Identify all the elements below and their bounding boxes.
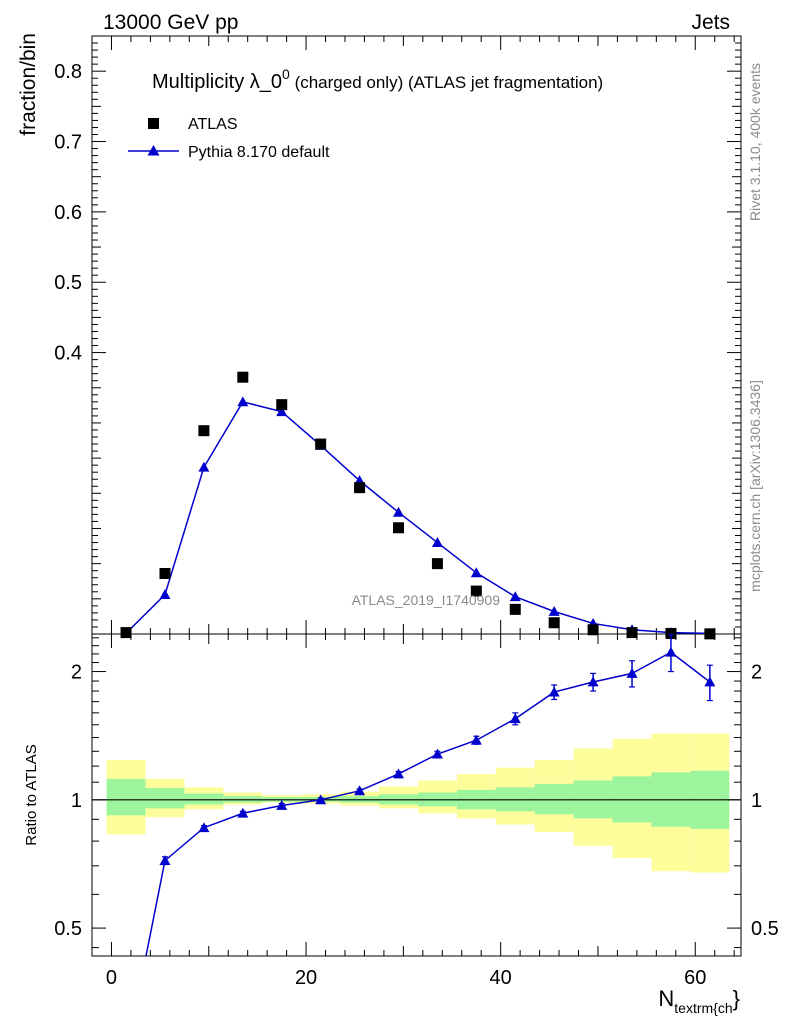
ratio-point (431, 748, 443, 759)
header-right: Jets (691, 11, 730, 34)
ratio-point (237, 807, 249, 818)
ratio-plot-frame (91, 633, 742, 957)
ratio-point (392, 768, 404, 779)
mcplots-label: mcplots.cern.ch [arXiv:1306.3436] (747, 380, 763, 592)
stat-band-bin (106, 778, 146, 816)
legend-pythia-marker (147, 145, 160, 156)
pythia-point (548, 605, 560, 616)
x-tick-label: 60 (684, 967, 706, 989)
atlas-point (159, 567, 171, 579)
atlas-point (120, 627, 132, 639)
atlas-point (704, 628, 716, 640)
ratio-point (626, 667, 638, 678)
pythia-point (509, 591, 521, 602)
legend-pythia-label: Pythia 8.170 default (188, 144, 330, 161)
ratio-tick-label-right: 0.5 (751, 918, 779, 940)
axes-ticks: 0 20 40 60 0.4 0.5 0.6 0.7 0.8 0.5 0.5 1 1 2 2 (54, 36, 779, 989)
atlas-point (354, 482, 366, 494)
ratio-point (704, 676, 716, 687)
x-tick-label: 40 (490, 967, 512, 989)
ratio-point (276, 799, 288, 810)
ratio-point (509, 713, 521, 724)
header-left: 13000 GeV pp (103, 11, 238, 34)
ratio-tick-label-left: 0.5 (54, 918, 82, 940)
atlas-point (548, 617, 560, 629)
ratio-point (159, 855, 171, 866)
pythia-point (276, 406, 288, 417)
ratio-tick-label-right: 2 (751, 662, 762, 684)
pythia-point (159, 589, 171, 600)
plot-title-main: Multiplicity λ_0 (152, 71, 282, 93)
atlas-point (470, 585, 482, 597)
stat-band-bin (184, 793, 224, 805)
x-axis-label-main: N (658, 986, 674, 1011)
ratio-tick-label-left: 1 (71, 790, 82, 812)
x-tick-label: 20 (295, 967, 317, 989)
atlas-point (276, 399, 288, 411)
ratio-point (315, 794, 327, 805)
atlas-point (665, 627, 677, 639)
pythia-point (198, 461, 210, 472)
x-axis-label-close: } (733, 986, 740, 1011)
x-tick-label: 0 (106, 967, 117, 989)
stat-band-bin (534, 783, 574, 815)
y-tick-label: 0.7 (54, 132, 82, 154)
y-tick-label: 0.5 (54, 272, 82, 294)
x-axis-label: Ntextrm{ch} (658, 986, 740, 1016)
y-axis-label-main: fraction/bin (17, 33, 40, 136)
atlas-point (431, 558, 443, 570)
plot-title-superscript: 0 (282, 66, 290, 82)
analysis-watermark: ATLAS_2019_I1740909 (352, 592, 501, 608)
ratio-line (145, 651, 711, 956)
ratio-point (198, 822, 210, 833)
ratio-tick-label-right: 1 (751, 790, 762, 812)
legend-atlas-label: ATLAS (188, 116, 238, 133)
plot-title-tail: (charged only) (ATLAS jet fragmentation) (290, 73, 603, 92)
atlas-point (315, 438, 327, 450)
x-axis-label-subscript: textrm{ch (674, 1000, 732, 1016)
y-tick-label: 0.8 (54, 61, 82, 83)
ratio-tick-label-left: 2 (71, 662, 82, 684)
legend-atlas-marker (148, 118, 159, 129)
pythia-point (392, 506, 404, 517)
ratio-point (548, 686, 560, 697)
rivet-version-label: Rivet 3.1.10, 400k events (747, 63, 763, 221)
ratio-uncertainty-bands (92, 733, 741, 873)
y-tick-label: 0.6 (54, 202, 82, 224)
stat-band-bin (145, 788, 185, 809)
y-tick-label: 0.4 (54, 343, 82, 365)
y-axis-label-ratio: Ratio to ATLAS (23, 744, 40, 845)
atlas-point (509, 603, 521, 615)
atlas-point (237, 371, 249, 383)
ratio-point (665, 646, 677, 657)
ratio-point (354, 785, 366, 796)
ratio-point (587, 676, 599, 687)
pythia-line (125, 400, 710, 635)
atlas-point (587, 624, 599, 636)
pythia-point (237, 396, 249, 407)
legend: ATLAS Pythia 8.170 default (128, 116, 330, 161)
ratio-point (470, 734, 482, 745)
atlas-point (198, 425, 210, 437)
plot-title: Multiplicity λ_00 (charged only) (ATLAS … (152, 66, 603, 93)
ratio-plot-marks (145, 634, 716, 956)
main-plot-marks (120, 371, 716, 640)
pythia-point (431, 537, 443, 547)
atlas-point (626, 627, 638, 639)
atlas-point (392, 522, 404, 534)
pythia-point (470, 567, 482, 578)
